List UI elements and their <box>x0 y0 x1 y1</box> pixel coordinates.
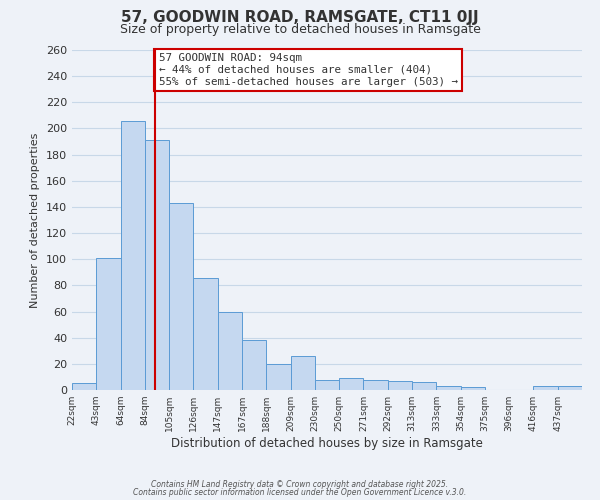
Bar <box>339 378 364 390</box>
Bar <box>169 203 193 390</box>
Bar <box>96 258 121 390</box>
Bar <box>266 364 290 390</box>
Bar <box>461 388 485 390</box>
Bar <box>242 340 266 390</box>
Bar <box>145 140 169 390</box>
Text: Contains public sector information licensed under the Open Government Licence v.: Contains public sector information licen… <box>133 488 467 497</box>
Text: Size of property relative to detached houses in Ramsgate: Size of property relative to detached ho… <box>119 22 481 36</box>
Bar <box>193 278 218 390</box>
Bar <box>364 380 388 390</box>
Bar <box>388 381 412 390</box>
Bar <box>218 312 242 390</box>
Bar <box>315 380 339 390</box>
Bar <box>436 386 461 390</box>
Text: Contains HM Land Registry data © Crown copyright and database right 2025.: Contains HM Land Registry data © Crown c… <box>151 480 449 489</box>
Bar <box>121 120 145 390</box>
Y-axis label: Number of detached properties: Number of detached properties <box>31 132 40 308</box>
Bar <box>72 384 96 390</box>
Bar <box>290 356 315 390</box>
Bar <box>412 382 436 390</box>
Text: 57 GOODWIN ROAD: 94sqm
← 44% of detached houses are smaller (404)
55% of semi-de: 57 GOODWIN ROAD: 94sqm ← 44% of detached… <box>158 54 458 86</box>
Bar <box>533 386 558 390</box>
X-axis label: Distribution of detached houses by size in Ramsgate: Distribution of detached houses by size … <box>171 437 483 450</box>
Bar <box>558 386 582 390</box>
Text: 57, GOODWIN ROAD, RAMSGATE, CT11 0JJ: 57, GOODWIN ROAD, RAMSGATE, CT11 0JJ <box>121 10 479 25</box>
